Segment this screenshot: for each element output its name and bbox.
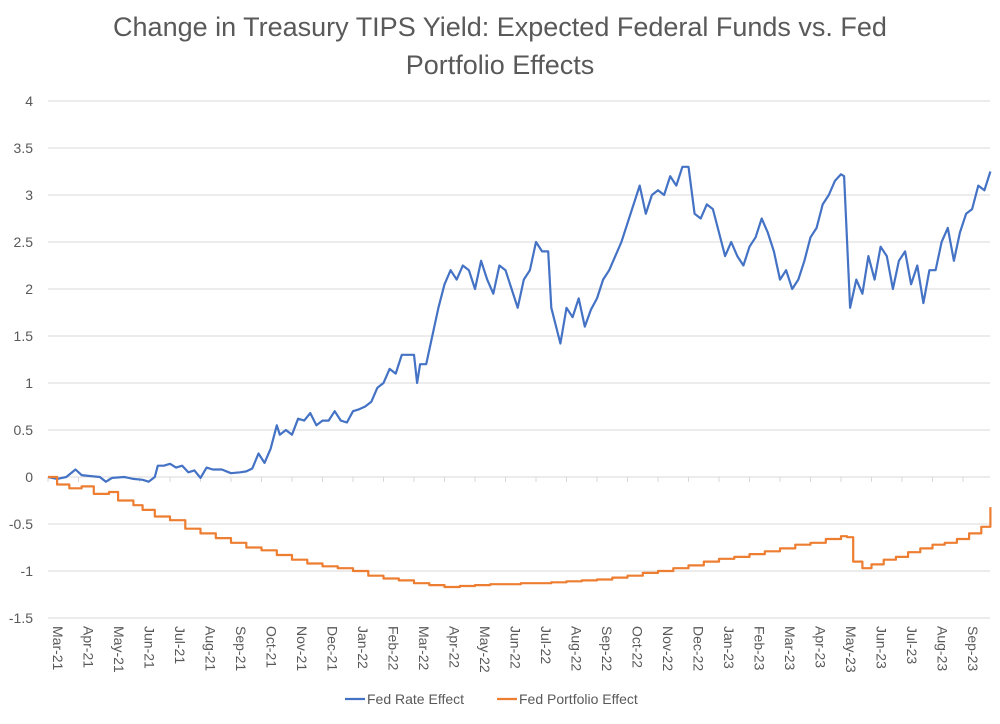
- y-tick-label: 3: [25, 187, 33, 203]
- x-tick-label: Jun-22: [508, 626, 524, 669]
- y-tick-label: 3.5: [14, 140, 34, 156]
- y-tick-label: 2: [25, 281, 33, 297]
- y-tick-label: -0.5: [9, 516, 33, 532]
- x-tick-label: Nov-22: [660, 626, 676, 671]
- y-tick-label: 1: [25, 375, 33, 391]
- series-line-fed-portfolio-effect: [48, 475, 992, 589]
- x-tick-label: Dec-21: [325, 626, 341, 671]
- y-tick-label: -1: [21, 563, 34, 579]
- x-tick-label: May-22: [477, 626, 493, 673]
- y-tick-label: 4: [25, 93, 33, 109]
- x-tick-label: Jul-23: [904, 626, 920, 664]
- x-tick-label: Aug-22: [569, 626, 585, 671]
- x-tick-label: Jan-22: [355, 626, 371, 669]
- x-tick-label: Oct-21: [264, 626, 280, 668]
- x-tick-label: Jul-22: [538, 626, 554, 664]
- x-tick-label: Nov-21: [294, 626, 310, 671]
- series-line-fed-rate-effect: [47, 165, 992, 483]
- x-tick-label: Mar-23: [782, 626, 798, 671]
- legend: Fed Rate Effect Fed Portfolio Effect: [345, 691, 638, 707]
- y-tick-label: 1.5: [14, 328, 34, 344]
- y-tick-label: 0.5: [14, 422, 34, 438]
- x-tick-label: Sep-22: [599, 626, 615, 671]
- chart-title-line-1: Change in Treasury TIPS Yield: Expected …: [113, 12, 887, 42]
- x-tick-label: Oct-22: [630, 626, 646, 668]
- x-tick-label: Sep-23: [965, 626, 981, 671]
- x-tick-label: Apr-21: [81, 626, 97, 668]
- x-tick-label: Mar-21: [50, 626, 66, 671]
- y-tick-label: 2.5: [14, 234, 34, 250]
- x-tick-label: Apr-22: [447, 626, 463, 668]
- x-tick-label: Feb-22: [386, 626, 402, 671]
- x-tick-label: Jul-21: [172, 626, 188, 664]
- y-tick-label: -1.5: [9, 610, 33, 626]
- y-axis-ticks: 4 3.5 3 2.5 2 1.5 1 0.5 0 -0.5 -1 -1.5: [9, 93, 33, 626]
- x-axis-ticks: Mar-21 Apr-21 May-21 Jun-21 Jul-21 Aug-21 Sep-…: [47, 477, 981, 673]
- x-tick-label: May-21: [111, 626, 127, 673]
- x-tick-label: Jan-23: [721, 626, 737, 669]
- x-tick-label: Apr-23: [813, 626, 829, 668]
- x-tick-label: Aug-21: [203, 626, 219, 671]
- legend-label: Fed Portfolio Effect: [519, 691, 638, 707]
- x-tick-label: May-23: [843, 626, 859, 673]
- x-tick-label: Sep-21: [233, 626, 249, 671]
- series-lines: [47, 165, 992, 589]
- y-tick-label: 0: [25, 469, 33, 485]
- chart-title-line-2: Portfolio Effects: [405, 50, 595, 80]
- chart-title: Change in Treasury TIPS Yield: Expected …: [0, 8, 1000, 84]
- x-tick-label: Jun-23: [874, 626, 890, 669]
- x-tick-label: Feb-23: [752, 626, 768, 671]
- gridlines: [48, 100, 990, 619]
- x-tick-label: Jun-21: [142, 626, 158, 669]
- x-tick-label: Aug-23: [935, 626, 951, 671]
- legend-label: Fed Rate Effect: [367, 691, 464, 707]
- x-tick-label: Dec-22: [691, 626, 707, 671]
- x-tick-label: Mar-22: [416, 626, 432, 671]
